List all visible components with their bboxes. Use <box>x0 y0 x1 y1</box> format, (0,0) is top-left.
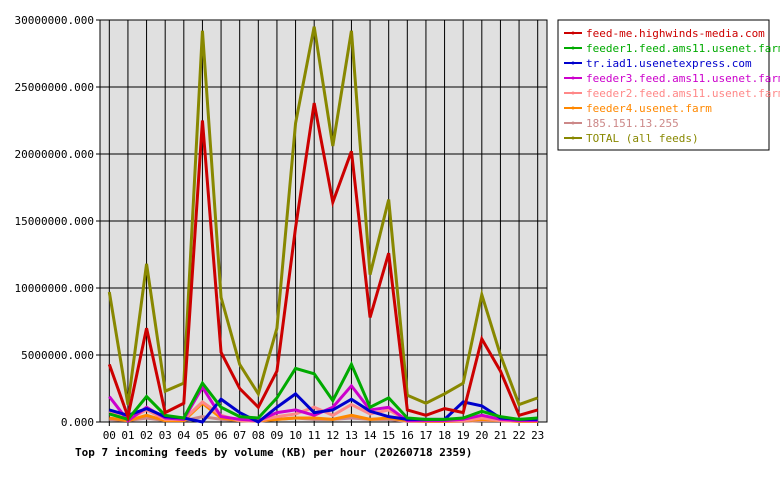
x-tick-label: 21 <box>494 429 507 442</box>
legend-label: tr.iad1.usenetexpress.com <box>586 57 752 70</box>
y-tick-label: 10000000.000 <box>15 282 94 295</box>
legend-label: feeder1.feed.ams11.usenet.farm <box>586 42 780 55</box>
legend-marker <box>571 121 575 125</box>
y-tick-label: 15000000.000 <box>15 215 94 228</box>
x-tick-label: 20 <box>475 429 488 442</box>
x-tick-label: 14 <box>363 429 377 442</box>
x-tick-label: 11 <box>308 429 321 442</box>
x-tick-label: 19 <box>457 429 470 442</box>
x-tick-label: 22 <box>512 429 525 442</box>
x-tick-label: 16 <box>401 429 414 442</box>
series-line-0 <box>107 102 539 423</box>
legend-label: feeder3.feed.ams11.usenet.farm <box>586 72 780 85</box>
x-tick-label: 05 <box>196 429 209 442</box>
series-lines <box>107 26 539 424</box>
legend: feed-me.highwinds-media.com feeder1.feed.… <box>557 19 780 151</box>
legend-box <box>557 19 770 151</box>
x-tick-label: 13 <box>345 429 358 442</box>
x-tick-label: 02 <box>140 429 153 442</box>
x-tick-label: 10 <box>289 429 302 442</box>
x-tick-label: 06 <box>214 429 227 442</box>
series-line-1 <box>108 360 538 422</box>
y-tick-label: 0.000 <box>61 416 94 429</box>
legend-label: feeder4.usenet.farm <box>586 102 712 115</box>
x-axis-ticks: 00 01 02 03 04 05 06 07 08 09 10 11 12 13 14 15 16 17 18 19… <box>103 422 544 442</box>
x-tick-label: 17 <box>419 429 432 442</box>
x-tick-label: 09 <box>270 429 283 442</box>
legend-marker <box>571 61 575 65</box>
y-axis-ticks: 0.000 5000000.000 10000000.000 15000000.000… <box>15 14 100 429</box>
x-tick-label: 12 <box>326 429 339 442</box>
x-tick-label: 18 <box>438 429 451 442</box>
y-tick-label: 25000000.000 <box>15 81 94 94</box>
legend-marker <box>571 136 575 140</box>
legend-label: TOTAL (all feeds) <box>586 132 699 145</box>
legend-marker <box>571 91 575 95</box>
chart-caption: Top 7 incoming feeds by volume (KB) per … <box>75 446 472 459</box>
legend-entries: feed-me.highwinds-media.com feeder1.feed.… <box>564 27 780 145</box>
x-tick-label: 08 <box>252 429 265 442</box>
x-tick-label: 23 <box>531 429 544 442</box>
legend-marker <box>571 31 575 35</box>
legend-label: 185.151.13.255 <box>586 117 679 130</box>
legend-label: feeder2.feed.ams11.usenet.farm <box>586 87 780 100</box>
x-tick-label: 03 <box>159 429 172 442</box>
y-tick-label: 5000000.000 <box>21 349 94 362</box>
legend-marker <box>571 106 575 110</box>
x-tick-label: 15 <box>382 429 395 442</box>
legend-marker <box>571 46 575 50</box>
x-tick-label: 07 <box>233 429 246 442</box>
y-tick-label: 20000000.000 <box>15 148 94 161</box>
series-line-7 <box>107 26 539 407</box>
y-tick-label: 30000000.000 <box>15 14 94 27</box>
legend-label: feed-me.highwinds-media.com <box>586 27 765 40</box>
x-tick-label: 01 <box>121 429 134 442</box>
x-tick-label: 04 <box>177 429 191 442</box>
legend-marker <box>571 76 575 80</box>
x-tick-label: 00 <box>103 429 116 442</box>
